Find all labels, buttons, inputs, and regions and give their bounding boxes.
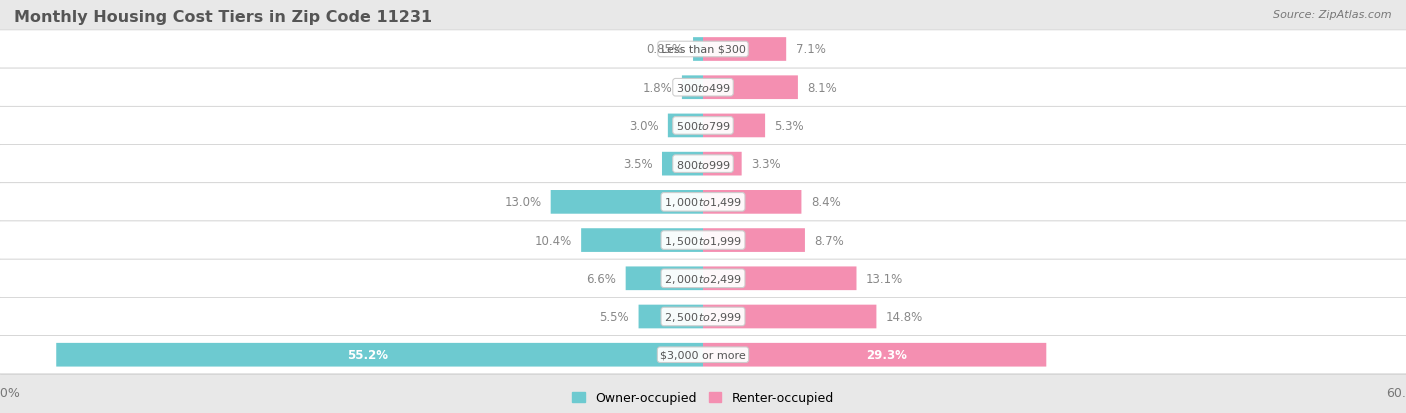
FancyBboxPatch shape <box>638 305 703 329</box>
Text: $1,000 to $1,499: $1,000 to $1,499 <box>664 196 742 209</box>
Text: 8.7%: 8.7% <box>814 234 844 247</box>
FancyBboxPatch shape <box>703 190 801 214</box>
Text: $800 to $999: $800 to $999 <box>675 158 731 170</box>
Text: $300 to $499: $300 to $499 <box>675 82 731 94</box>
FancyBboxPatch shape <box>703 343 1046 367</box>
FancyBboxPatch shape <box>703 114 765 138</box>
Text: $2,500 to $2,999: $2,500 to $2,999 <box>664 310 742 323</box>
Text: 13.1%: 13.1% <box>866 272 903 285</box>
FancyBboxPatch shape <box>0 259 1406 298</box>
Text: 5.5%: 5.5% <box>599 310 630 323</box>
FancyBboxPatch shape <box>0 145 1406 183</box>
FancyBboxPatch shape <box>703 305 876 329</box>
FancyBboxPatch shape <box>682 76 703 100</box>
Text: 29.3%: 29.3% <box>866 349 907 361</box>
Text: 14.8%: 14.8% <box>886 310 922 323</box>
Text: Less than $300: Less than $300 <box>661 45 745 55</box>
Text: 6.6%: 6.6% <box>586 272 616 285</box>
Legend: Owner-occupied, Renter-occupied: Owner-occupied, Renter-occupied <box>568 387 838 410</box>
Text: 7.1%: 7.1% <box>796 43 825 56</box>
Text: 8.4%: 8.4% <box>811 196 841 209</box>
FancyBboxPatch shape <box>56 343 703 367</box>
FancyBboxPatch shape <box>0 336 1406 374</box>
FancyBboxPatch shape <box>703 38 786 62</box>
Text: $500 to $799: $500 to $799 <box>675 120 731 132</box>
FancyBboxPatch shape <box>668 114 703 138</box>
Text: $3,000 or more: $3,000 or more <box>661 350 745 360</box>
FancyBboxPatch shape <box>0 107 1406 145</box>
Text: $1,500 to $1,999: $1,500 to $1,999 <box>664 234 742 247</box>
FancyBboxPatch shape <box>0 183 1406 221</box>
FancyBboxPatch shape <box>0 31 1406 69</box>
FancyBboxPatch shape <box>551 190 703 214</box>
Text: 1.8%: 1.8% <box>643 81 672 95</box>
FancyBboxPatch shape <box>703 152 742 176</box>
Text: 10.4%: 10.4% <box>534 234 572 247</box>
FancyBboxPatch shape <box>662 152 703 176</box>
Text: 55.2%: 55.2% <box>347 349 388 361</box>
FancyBboxPatch shape <box>0 298 1406 336</box>
Text: 13.0%: 13.0% <box>505 196 541 209</box>
Text: Monthly Housing Cost Tiers in Zip Code 11231: Monthly Housing Cost Tiers in Zip Code 1… <box>14 10 432 25</box>
FancyBboxPatch shape <box>581 229 703 252</box>
FancyBboxPatch shape <box>0 221 1406 259</box>
Text: 0.85%: 0.85% <box>647 43 683 56</box>
FancyBboxPatch shape <box>0 69 1406 107</box>
FancyBboxPatch shape <box>703 229 804 252</box>
Text: $2,000 to $2,499: $2,000 to $2,499 <box>664 272 742 285</box>
Text: 3.0%: 3.0% <box>628 120 658 133</box>
FancyBboxPatch shape <box>626 267 703 290</box>
FancyBboxPatch shape <box>703 267 856 290</box>
Text: Source: ZipAtlas.com: Source: ZipAtlas.com <box>1274 10 1392 20</box>
Text: 3.3%: 3.3% <box>751 158 780 171</box>
Text: 3.5%: 3.5% <box>623 158 652 171</box>
Text: 5.3%: 5.3% <box>775 120 804 133</box>
FancyBboxPatch shape <box>693 38 703 62</box>
Text: 8.1%: 8.1% <box>807 81 837 95</box>
FancyBboxPatch shape <box>703 76 799 100</box>
